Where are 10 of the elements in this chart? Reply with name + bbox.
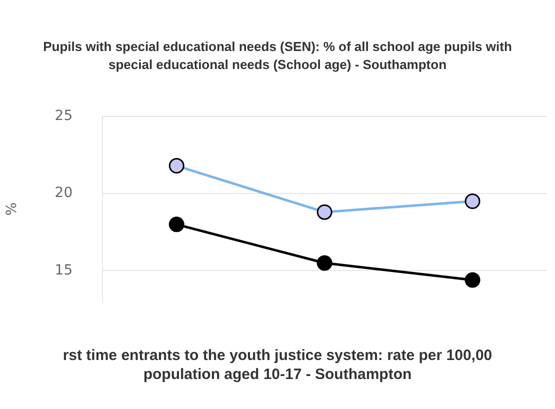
point <box>464 272 480 288</box>
text: rst time entrants to the youth justice system: rate per 100,00 <box>62 346 494 365</box>
point <box>168 216 184 232</box>
y-tick-label: 25 <box>54 108 73 124</box>
y-tick-label: 15 <box>54 262 73 278</box>
chart-title: Pupils with special educational needs (SEN): % of all school age pupils with special educational needs (School age) - Southampton <box>42 38 513 74</box>
y-axis-title: % <box>4 202 20 216</box>
text: population aged 10-17 - Southampton <box>142 365 413 384</box>
y-tick-label: 20 <box>54 185 73 202</box>
point <box>316 255 332 271</box>
